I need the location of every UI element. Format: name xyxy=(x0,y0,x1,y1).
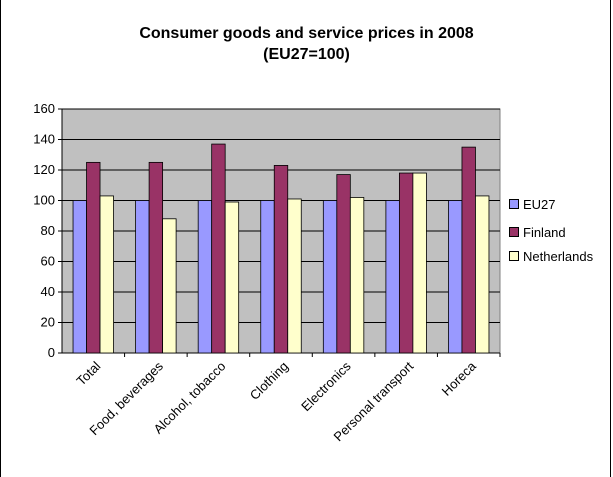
legend-label-netherlands: Netherlands xyxy=(523,248,594,264)
y-tick-label: 160 xyxy=(33,101,55,116)
legend-label-finland: Finland xyxy=(523,224,566,240)
frame-left-border xyxy=(0,0,1,477)
bar-netherlands xyxy=(162,218,177,354)
y-tick-label: 60 xyxy=(41,254,55,269)
chart-title: Consumer goods and service prices in 200… xyxy=(139,25,474,42)
bar-finland xyxy=(148,161,164,354)
bar-eu27 xyxy=(197,200,213,354)
bar-netherlands xyxy=(224,201,240,354)
legend-swatch-finland xyxy=(509,227,519,237)
bar-netherlands xyxy=(349,197,365,354)
legend-item-netherlands: Netherlands xyxy=(509,248,593,264)
bar-finland xyxy=(86,161,101,354)
bar-netherlands xyxy=(412,172,427,354)
y-tick-label: 20 xyxy=(41,315,55,330)
x-category-label: Electronics xyxy=(298,358,354,414)
legend-item-finland: Finland xyxy=(509,224,566,240)
bar-eu27 xyxy=(448,200,463,354)
y-tick-label: 40 xyxy=(41,284,55,299)
legend-item-eu27: EU27 xyxy=(509,196,556,212)
x-category-label: Clothing xyxy=(247,359,291,403)
bar-eu27 xyxy=(135,200,150,354)
bar-finland xyxy=(461,146,476,354)
legend-label-eu27: EU27 xyxy=(523,196,556,212)
bar-finland xyxy=(211,143,226,354)
bar-eu27 xyxy=(260,200,275,354)
y-tick-label: 140 xyxy=(33,132,55,147)
x-category-label: Total xyxy=(73,358,103,388)
y-tick-label: 100 xyxy=(33,193,55,208)
bar-finland xyxy=(398,172,414,354)
bar-eu27 xyxy=(385,200,400,354)
bar-eu27 xyxy=(322,200,338,354)
bar-netherlands xyxy=(475,195,490,354)
x-category-label: Horeca xyxy=(439,358,480,399)
frame-right-border xyxy=(610,0,611,477)
legend-swatch-eu27 xyxy=(509,199,519,209)
bar-netherlands xyxy=(287,198,302,354)
bar-eu27 xyxy=(72,200,87,354)
bar-netherlands xyxy=(99,195,114,354)
bar-finland xyxy=(336,174,351,354)
y-tick-label: 120 xyxy=(33,162,55,177)
legend-swatch-netherlands xyxy=(509,251,519,261)
bar-finland xyxy=(273,165,289,354)
y-tick-label: 0 xyxy=(48,345,55,360)
chart-subtitle: (EU27=100) xyxy=(263,46,350,63)
y-tick-label: 80 xyxy=(41,223,55,238)
